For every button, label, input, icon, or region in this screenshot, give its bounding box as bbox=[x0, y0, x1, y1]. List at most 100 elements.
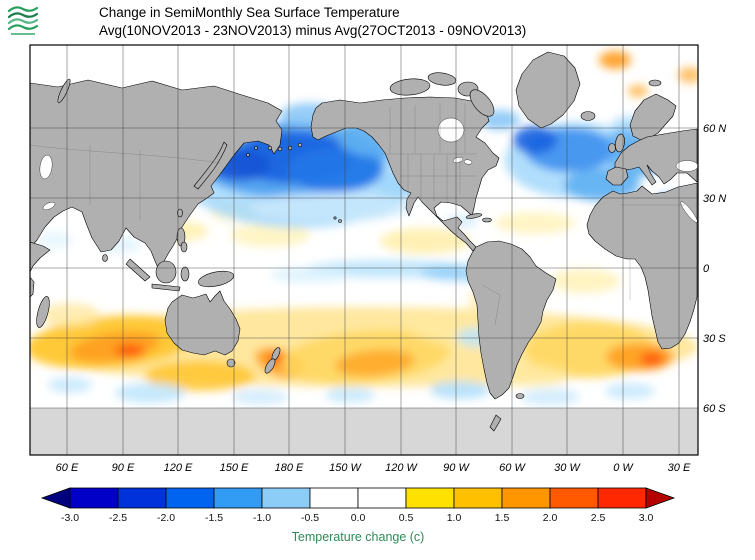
colorbar-segment bbox=[309, 487, 359, 509]
island-taiwan bbox=[177, 208, 183, 218]
colorbar-segment bbox=[117, 487, 167, 509]
longitude-axis: 60 E 90 E 120 E 150 E 180 E 150 W 120 W 90 W 60 … bbox=[56, 462, 691, 474]
colorbar-segment bbox=[69, 487, 119, 509]
sst-anomaly-patch bbox=[115, 383, 185, 403]
persian-gulf bbox=[42, 201, 56, 211]
map-frame bbox=[29, 44, 699, 456]
sst-anomaly-patch bbox=[495, 212, 575, 234]
island-hawaii bbox=[333, 216, 337, 220]
sst-anomaly-patch bbox=[678, 67, 698, 83]
island-kuril bbox=[246, 153, 250, 157]
colorbar-tick-label: 2.5 bbox=[591, 512, 606, 524]
lon-axis-label: 60 W bbox=[499, 462, 526, 474]
colorbar-tick-label: -0.5 bbox=[301, 512, 319, 524]
island-new-zealand-south bbox=[264, 358, 276, 374]
sst-anomaly-patch bbox=[145, 361, 255, 391]
island-hawaii bbox=[338, 219, 342, 223]
island-hispaniola bbox=[482, 217, 492, 223]
colorbar-tick-label: 0.5 bbox=[399, 512, 414, 524]
colorbar-tick-label: 1.5 bbox=[495, 512, 510, 524]
colorbar-tick-label: 3.0 bbox=[639, 512, 654, 524]
island-sulawesi bbox=[180, 266, 190, 282]
island-new-guinea bbox=[198, 270, 234, 288]
continent-europe bbox=[614, 128, 698, 186]
colorbar-tick-label: -1.0 bbox=[253, 512, 271, 524]
island-madagascar bbox=[36, 296, 50, 328]
colorbar-tick-label: -2.0 bbox=[157, 512, 175, 524]
world-map bbox=[29, 44, 699, 456]
colorbar-segment bbox=[357, 487, 407, 509]
sst-anomaly-patch bbox=[513, 126, 557, 154]
sst-anomaly-patch bbox=[550, 269, 620, 293]
colorbar-segment bbox=[261, 487, 311, 509]
sst-anomaly-patch bbox=[520, 388, 580, 406]
sst-anomaly-patch bbox=[48, 377, 92, 393]
figure-subtitle: Avg(10NOV2013 - 23NOV2013) minus Avg(27O… bbox=[99, 23, 526, 38]
black-sea bbox=[675, 160, 698, 172]
lon-axis-label: 90 W bbox=[443, 462, 470, 474]
continent-south-america bbox=[465, 240, 557, 400]
island-java bbox=[151, 283, 181, 292]
lon-axis-label: 120 W bbox=[385, 462, 418, 474]
colorbar-segment bbox=[405, 487, 455, 509]
colorbar-title: Temperature change (c) bbox=[292, 530, 425, 544]
sst-anomaly-patch bbox=[250, 192, 410, 222]
hudson-bay bbox=[437, 117, 465, 143]
agency-logo bbox=[7, 6, 39, 35]
colorbar-segment bbox=[453, 487, 503, 509]
sst-anomaly-patch bbox=[599, 51, 631, 69]
sst-anomaly-patch bbox=[115, 344, 145, 358]
lat-axis-label: 60 N bbox=[703, 123, 726, 135]
island-great-britain bbox=[615, 133, 625, 153]
figure-title: Change in SemiMonthly Sea Surface Temper… bbox=[99, 5, 400, 20]
lat-axis-label: 30 S bbox=[703, 333, 726, 345]
logo-microtext bbox=[11, 33, 35, 35]
island-kuril bbox=[254, 146, 258, 150]
great-lake bbox=[452, 156, 464, 164]
sst-anomaly-patch bbox=[380, 228, 470, 254]
lon-axis-label: 150 W bbox=[329, 462, 362, 474]
sst-anomaly-patch bbox=[335, 349, 415, 377]
island-greenland bbox=[515, 51, 581, 129]
graticule bbox=[30, 45, 698, 455]
colorbar-tick-label: -2.5 bbox=[109, 512, 127, 524]
sst-anomaly-patch bbox=[287, 148, 383, 192]
lon-axis-label: 30 W bbox=[554, 462, 581, 474]
region-horn-of-africa bbox=[30, 241, 51, 273]
sst-anomaly-patch bbox=[640, 352, 664, 366]
latitude-axis: 60 N 30 N 0 30 S 60 S bbox=[703, 123, 726, 415]
sst-anomaly-patch bbox=[270, 267, 350, 283]
island-iceland bbox=[580, 111, 596, 121]
landmasses bbox=[30, 51, 698, 432]
island-japan bbox=[193, 141, 228, 190]
sst-anomaly-patch bbox=[37, 232, 73, 248]
antarctic-no-data-band bbox=[30, 408, 698, 455]
colorbar-segment bbox=[165, 487, 215, 509]
continent-australia bbox=[164, 290, 241, 356]
sst-anomaly-patch bbox=[605, 383, 655, 399]
lon-axis-label: 60 E bbox=[56, 462, 79, 474]
lon-axis-label: 120 E bbox=[164, 462, 193, 474]
region-antarctic-peninsula bbox=[489, 414, 502, 432]
sst-anomaly-patch bbox=[40, 303, 100, 327]
colorbar-segment bbox=[501, 487, 551, 509]
lon-axis-label: 30 E bbox=[668, 462, 691, 474]
island-sumatra bbox=[125, 258, 151, 282]
island-philippines bbox=[180, 241, 188, 253]
colorbar-tick-label: 2.0 bbox=[543, 512, 558, 524]
colorbar-tick-label: 1.0 bbox=[447, 512, 462, 524]
sst-anomaly-patch bbox=[430, 381, 490, 399]
island-aleutian bbox=[277, 146, 283, 152]
island-aleutian bbox=[267, 145, 273, 151]
island-borneo bbox=[155, 260, 177, 284]
colorbar-segment bbox=[597, 487, 647, 509]
caspian-sea bbox=[39, 154, 53, 180]
island-tasmania bbox=[226, 358, 236, 368]
sst-anomaly-patch bbox=[232, 389, 288, 405]
island-ireland bbox=[608, 143, 616, 153]
great-lake bbox=[463, 159, 473, 165]
red-sea bbox=[680, 201, 698, 223]
lat-axis-label: 30 N bbox=[703, 193, 726, 205]
island-cuba bbox=[465, 213, 483, 219]
sst-anomaly-patch bbox=[325, 387, 375, 403]
